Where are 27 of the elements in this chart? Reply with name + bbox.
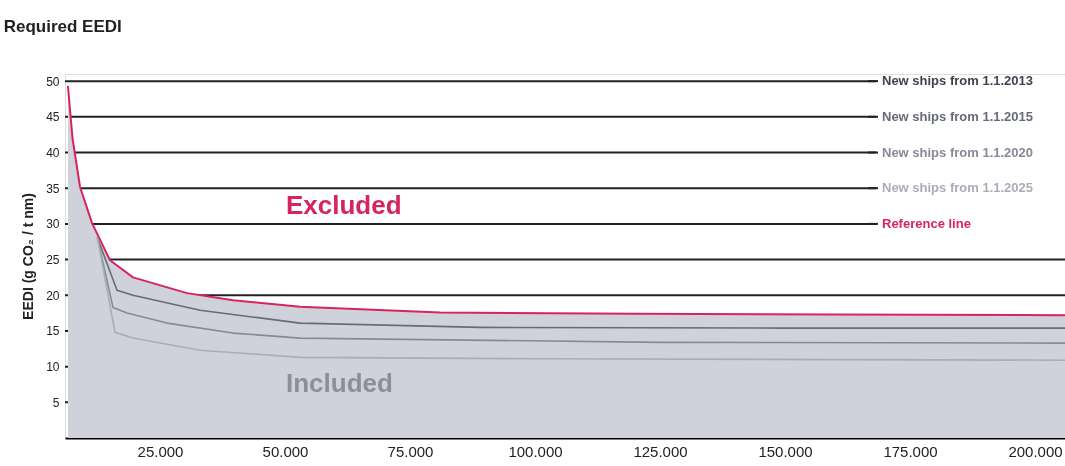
text: Reference line	[882, 215, 971, 231]
text: New ships from 1.1.2020	[882, 144, 1034, 160]
text: New ships from 1.1.2015	[882, 108, 1034, 124]
y-tick-label: 40	[46, 146, 60, 161]
text: New ships from 1.1.2025	[882, 180, 1034, 196]
x-tick-label: 100.000	[508, 442, 563, 460]
x-tick-label: 150.000	[758, 442, 813, 460]
y-tick-label: 35	[46, 181, 60, 196]
chart-title: Required EEDI	[3, 17, 122, 36]
x-tick-label: 200.000	[1008, 442, 1063, 460]
y-tick-label: 15	[46, 324, 60, 339]
annotation: Included	[286, 368, 393, 398]
annotation: Excluded	[286, 190, 402, 220]
y-tick-label: 50	[46, 74, 60, 89]
y-tick-label: 10	[46, 360, 60, 375]
y-axis-title: EEDI (g CO₂ / t nm)	[20, 193, 37, 320]
x-tick-label: 75.000	[387, 442, 434, 460]
y-tick-label: 45	[46, 110, 60, 125]
x-tick-label: 175.000	[883, 442, 938, 460]
y-tick-label: 30	[46, 217, 60, 232]
annotation: New ships from 1.1.2013	[882, 73, 1034, 89]
y-tick-label: 20	[46, 288, 60, 303]
y-tick-label: 5	[52, 395, 60, 410]
x-tick-label: 125.000	[633, 442, 688, 460]
x-tick-label: 50.000	[262, 442, 309, 460]
x-tick-label: 25.000	[137, 442, 184, 460]
y-tick-label: 25	[46, 253, 60, 268]
